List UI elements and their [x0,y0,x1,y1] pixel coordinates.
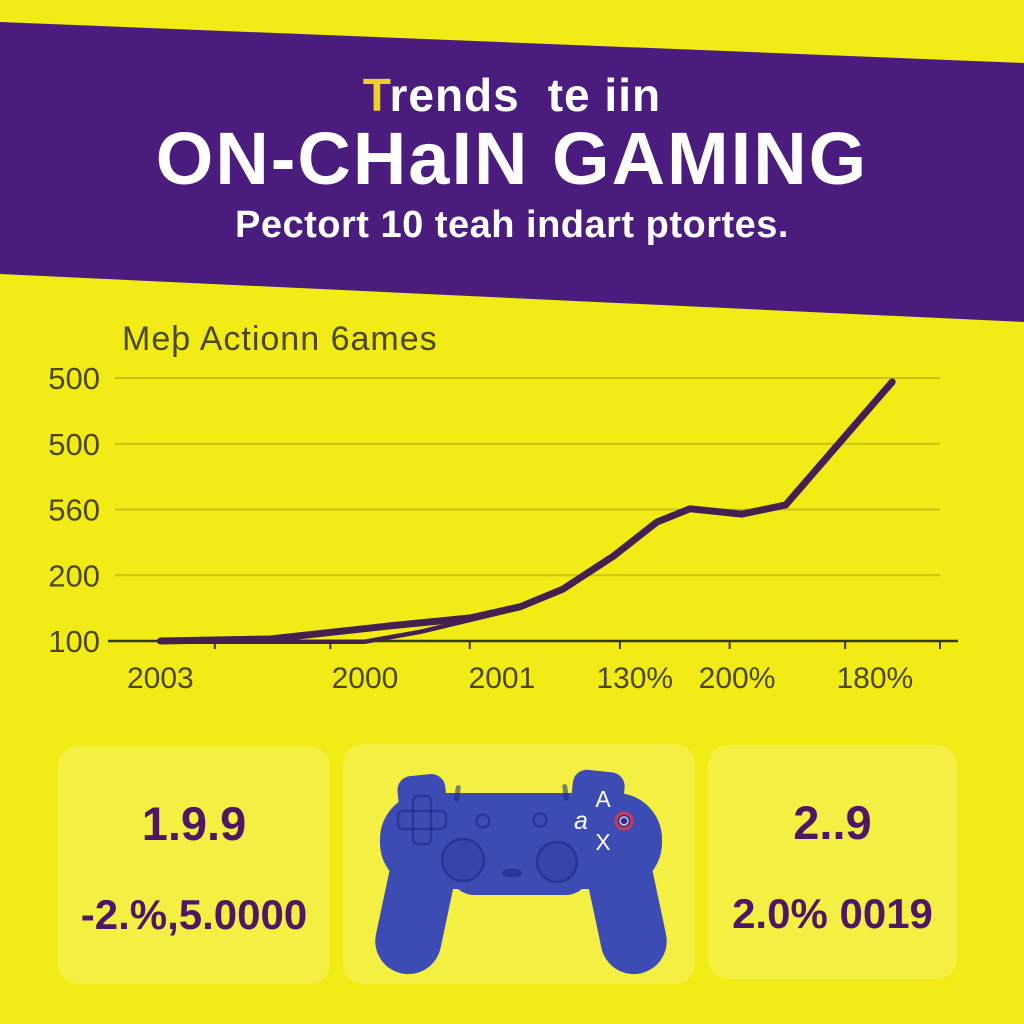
stat-label-right: 2.0% 0019 [732,890,933,937]
button-side-label: a [574,807,588,835]
speaker-notch [502,868,522,878]
x-tick-label: 180% [836,662,913,695]
banner-pretitle: Trends te iin [0,68,1024,122]
stat-card-right: 2..9 2.0% 0019 [708,745,957,979]
x-tick-label: 200% [699,662,776,695]
page-subtitle: Pectort 10 teah indart ptortes. [235,204,789,246]
trend-line-chart: 500 500 560 200 100 2003 2000 2001 130% 200% 180% [48,361,958,695]
thumbstick-left-icon [440,837,486,883]
stat-card-left: 1.9.9 -2.%,5.0000 [58,746,330,984]
shoulder-slit-left [454,785,461,803]
pretitle-rest: rends [389,69,520,121]
stat-label-left: -2.%,5.0000 [80,891,308,938]
stat-value-right: 2..9 [793,796,872,849]
pretitle-tail: te iin [547,69,662,121]
game-controller-illustration: A a X [375,769,667,975]
x-tick-label: 2003 [127,662,194,695]
thumbstick-right-icon [535,840,579,884]
share-button-icon [475,813,491,829]
chart-title: Meþ Actionn 6ames [122,320,438,358]
dpad-icon [396,809,448,831]
controller-body [375,769,667,975]
options-button-icon [532,812,548,828]
page-title: ON-CHaIN GAMING [155,117,869,200]
y-tick-label: 560 [48,493,100,528]
circle-button-highlight [619,816,629,826]
series-main-trend [156,378,896,645]
pretitle-highlight-letter: T [362,69,390,121]
stat-value-left: 1.9.9 [141,797,247,850]
dpad-icon [411,794,433,846]
y-tick-label: 500 [48,427,100,462]
circle-button-icon [614,811,634,831]
button-x-label: X [595,829,610,855]
y-tick-label: 200 [48,558,100,593]
y-tick-label: 100 [48,624,100,659]
shoulder-slit-right [562,783,569,801]
y-tick-label: 500 [48,361,100,396]
x-tick-label: 2000 [332,662,399,695]
button-a-label: A [595,786,611,812]
x-tick-label: 2001 [469,662,536,695]
x-tick-label: 130% [596,662,673,695]
